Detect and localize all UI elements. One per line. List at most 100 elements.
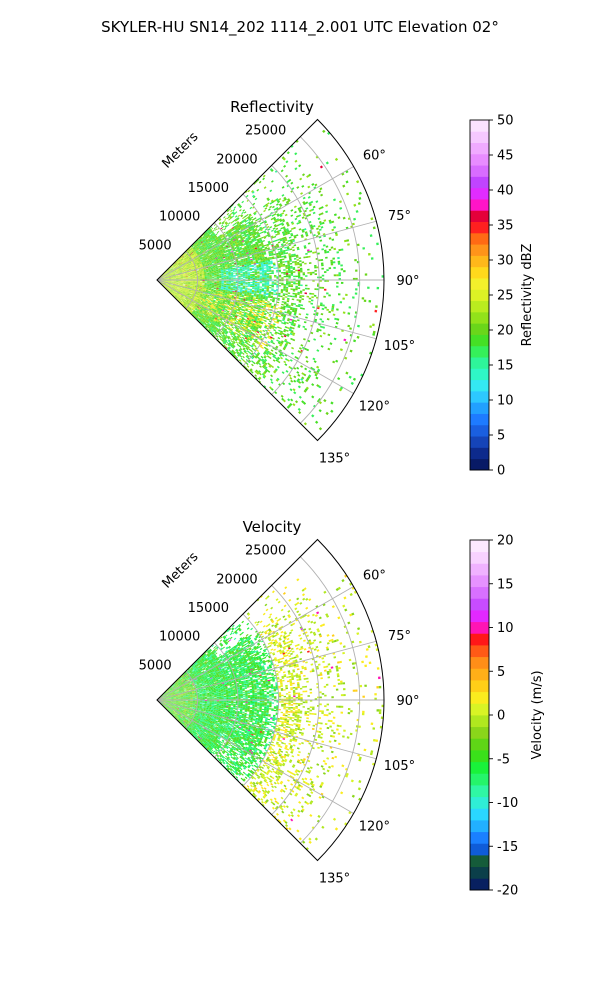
radar-gate	[231, 275, 234, 276]
radar-gate	[319, 318, 322, 320]
radar-gate	[250, 284, 252, 285]
radar-gate	[264, 245, 267, 247]
radar-gate	[310, 272, 313, 274]
radar-gate	[281, 284, 284, 285]
radar-gate	[283, 288, 286, 290]
radar-gate	[328, 294, 331, 296]
radar-gate	[345, 294, 348, 296]
radar-gate	[217, 231, 219, 233]
radar-gate	[334, 274, 337, 276]
radar-gate	[291, 286, 294, 288]
radar-gate	[229, 276, 231, 277]
radar-gate	[286, 281, 288, 282]
radar-gate	[202, 278, 204, 279]
radar-gate	[294, 211, 297, 214]
radar-gate	[241, 284, 243, 285]
radar-gate	[303, 274, 306, 276]
radar-gate	[205, 281, 207, 282]
radar-gate	[307, 186, 310, 189]
radar-gate	[241, 278, 243, 279]
radar-gate	[304, 263, 307, 265]
radar-gate	[286, 287, 288, 289]
radar-gate	[252, 287, 255, 288]
radar-gate	[274, 275, 276, 276]
radar-gate	[222, 282, 224, 283]
radar-gate	[271, 180, 274, 183]
radar-gate	[295, 270, 298, 272]
radar-gate	[280, 227, 283, 229]
radar-gate	[298, 273, 300, 275]
radar-gate	[267, 284, 269, 285]
radar-gate	[241, 275, 243, 276]
radar-gate	[255, 287, 258, 288]
radar-gate	[375, 305, 378, 308]
radar-gate	[233, 282, 235, 283]
radar-gate	[291, 273, 294, 275]
radar-gate	[219, 277, 222, 278]
radar-gate	[294, 206, 297, 209]
radar-gate	[252, 286, 255, 287]
radar-gate	[233, 282, 235, 283]
radar-gate	[269, 275, 271, 276]
radar-gate	[230, 210, 232, 212]
radar-gate	[257, 285, 259, 286]
radar-gate	[300, 269, 303, 271]
radar-gate	[265, 282, 267, 283]
radar-gate	[262, 272, 264, 273]
radar-gate	[253, 282, 255, 283]
radar-gate	[238, 283, 241, 284]
radar-gate	[314, 295, 317, 297]
radar-gate	[260, 282, 262, 283]
radar-gate	[302, 289, 305, 291]
radar-gate	[272, 286, 274, 287]
radar-gate	[264, 285, 266, 286]
radar-gate	[238, 277, 240, 278]
radar-gate	[226, 277, 228, 278]
radar-gate	[253, 278, 255, 279]
radar-gate	[311, 296, 314, 298]
radar-gate	[250, 257, 253, 259]
radar-gate	[324, 307, 327, 309]
radar-gate	[341, 249, 344, 251]
radar-gate	[202, 279, 204, 280]
radar-gate	[183, 284, 185, 285]
radar-gate	[252, 274, 254, 275]
radar-gate	[296, 186, 299, 189]
radar-gate	[238, 277, 240, 278]
radar-gate	[231, 278, 233, 279]
radar-gate	[207, 281, 209, 282]
radar-gate	[355, 288, 357, 290]
radar-gate	[322, 304, 325, 306]
radar-gate	[292, 249, 295, 251]
radar-gate	[353, 218, 356, 221]
radar-gate	[265, 281, 267, 282]
radar-gate	[371, 257, 374, 260]
radar-gate	[283, 293, 286, 295]
radar-gate	[250, 276, 252, 277]
radar-gate	[346, 239, 349, 241]
radar-gate	[224, 276, 226, 277]
radar-gate	[330, 260, 333, 262]
radar-gate	[240, 274, 243, 275]
radar-gate	[285, 214, 288, 217]
radar-gate	[272, 285, 275, 286]
radar-gate	[231, 283, 233, 284]
radar-gate	[231, 282, 233, 283]
radar-gate	[299, 313, 302, 315]
radar-gate	[297, 259, 300, 261]
figure-title: SKYLER-HU SN14_202 1114_2.001 UTC Elevat…	[101, 18, 499, 37]
radar-gate	[243, 283, 246, 284]
radar-gate	[222, 226, 224, 228]
radar-gate	[255, 276, 257, 277]
radar-gate	[270, 299, 273, 301]
radar-gate	[346, 193, 349, 196]
radar-gate	[300, 277, 302, 279]
radar-gate	[267, 285, 269, 286]
radar-gate	[331, 229, 334, 232]
radar-gate	[202, 277, 204, 278]
radar-gate	[213, 229, 215, 231]
radar-gate	[376, 243, 379, 246]
radar-gate	[282, 261, 285, 263]
radar-gate	[228, 222, 230, 224]
radar-gate	[241, 201, 244, 204]
